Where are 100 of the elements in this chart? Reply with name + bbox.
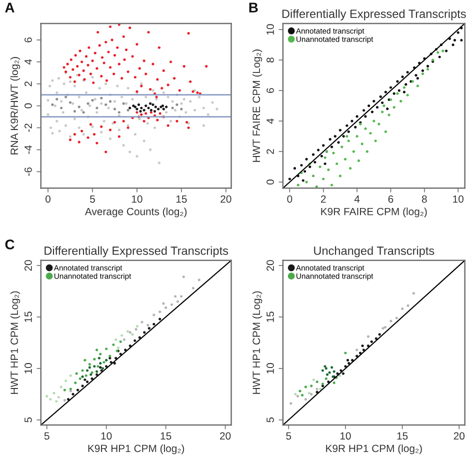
point xyxy=(144,104,148,108)
chart-title: Differentially Expressed Transcripts xyxy=(282,9,466,20)
y-tick-label: -2 xyxy=(24,124,32,132)
point xyxy=(332,152,335,154)
point xyxy=(134,106,136,108)
y-tick-label: 0 xyxy=(24,103,32,108)
point xyxy=(93,358,96,360)
point xyxy=(73,110,76,113)
y-tick-label: 6 xyxy=(24,37,32,42)
x-tick-label: 20 xyxy=(220,432,231,440)
point xyxy=(164,306,168,310)
y-axis-title: HWT FAIRE CPM (Log₂) xyxy=(252,50,262,162)
x-tick-label: 2 xyxy=(320,195,326,203)
point xyxy=(176,103,178,106)
point xyxy=(372,120,376,122)
point xyxy=(158,318,162,320)
point xyxy=(290,402,292,405)
point xyxy=(426,68,430,71)
point xyxy=(110,360,112,364)
point xyxy=(406,304,410,307)
point xyxy=(90,377,94,380)
point xyxy=(316,388,318,390)
x-tick-label: 20 xyxy=(220,195,232,203)
x-tick-label: 6 xyxy=(388,195,394,203)
point xyxy=(126,330,130,333)
point xyxy=(310,392,313,396)
point xyxy=(378,333,381,336)
point xyxy=(346,358,350,362)
point xyxy=(161,104,164,108)
point xyxy=(396,92,399,95)
point xyxy=(294,392,297,396)
y-tick-label: -6 xyxy=(24,168,32,176)
y-tick-label: 15 xyxy=(266,312,274,322)
point xyxy=(312,174,315,178)
point xyxy=(96,370,98,373)
point xyxy=(46,394,48,398)
point xyxy=(305,180,308,184)
point xyxy=(390,320,392,322)
point xyxy=(374,140,377,142)
x-tick-label: 4 xyxy=(354,195,360,203)
point xyxy=(174,295,177,298)
point xyxy=(352,150,355,153)
y-tick-label: 6 xyxy=(266,88,274,93)
point xyxy=(176,300,180,303)
point xyxy=(118,111,120,114)
x-tick-label: 10 xyxy=(132,195,142,203)
point xyxy=(330,184,334,186)
point xyxy=(136,324,139,328)
point xyxy=(138,336,141,339)
point xyxy=(114,338,118,341)
point xyxy=(442,50,444,52)
point xyxy=(52,392,56,394)
point xyxy=(316,380,318,384)
point xyxy=(171,106,174,110)
point xyxy=(332,382,336,384)
point xyxy=(147,106,150,110)
point xyxy=(356,134,358,138)
point xyxy=(56,98,58,101)
point xyxy=(140,106,143,110)
y-tick-label: -4 xyxy=(24,145,32,154)
point xyxy=(349,167,352,170)
point xyxy=(105,358,108,362)
point xyxy=(327,168,330,172)
point xyxy=(78,377,82,380)
point xyxy=(108,100,112,103)
point xyxy=(180,108,183,110)
point xyxy=(338,374,342,377)
point xyxy=(134,328,138,331)
point xyxy=(324,377,328,380)
point xyxy=(358,352,362,354)
point xyxy=(102,360,106,364)
point xyxy=(96,106,98,110)
y-tick-label: 5 xyxy=(266,417,274,422)
point xyxy=(153,110,156,113)
y-axis-title: HWT HP1 CPM (Log₂) xyxy=(10,291,20,394)
y-axis-title: RNA K9R/HWT (log₂) xyxy=(10,57,20,154)
point xyxy=(336,162,338,166)
point xyxy=(162,108,165,110)
point xyxy=(360,142,364,146)
point xyxy=(338,174,342,178)
point xyxy=(318,165,322,168)
point xyxy=(316,390,318,394)
y-tick-label: 10 xyxy=(266,363,274,374)
point xyxy=(165,106,168,108)
y-tick-label: 10 xyxy=(266,24,274,35)
point xyxy=(104,103,108,106)
point xyxy=(51,103,54,106)
point xyxy=(162,302,165,305)
point xyxy=(401,307,404,310)
point xyxy=(88,366,91,369)
point xyxy=(60,386,62,388)
point xyxy=(384,130,387,134)
point xyxy=(324,156,326,159)
point xyxy=(412,292,415,295)
chart-title: Differentially Expressed Transcripts xyxy=(44,246,228,258)
x-tick-label: 5 xyxy=(90,195,95,203)
point xyxy=(324,367,328,370)
point xyxy=(69,374,72,377)
point xyxy=(374,337,378,340)
point xyxy=(347,140,350,142)
